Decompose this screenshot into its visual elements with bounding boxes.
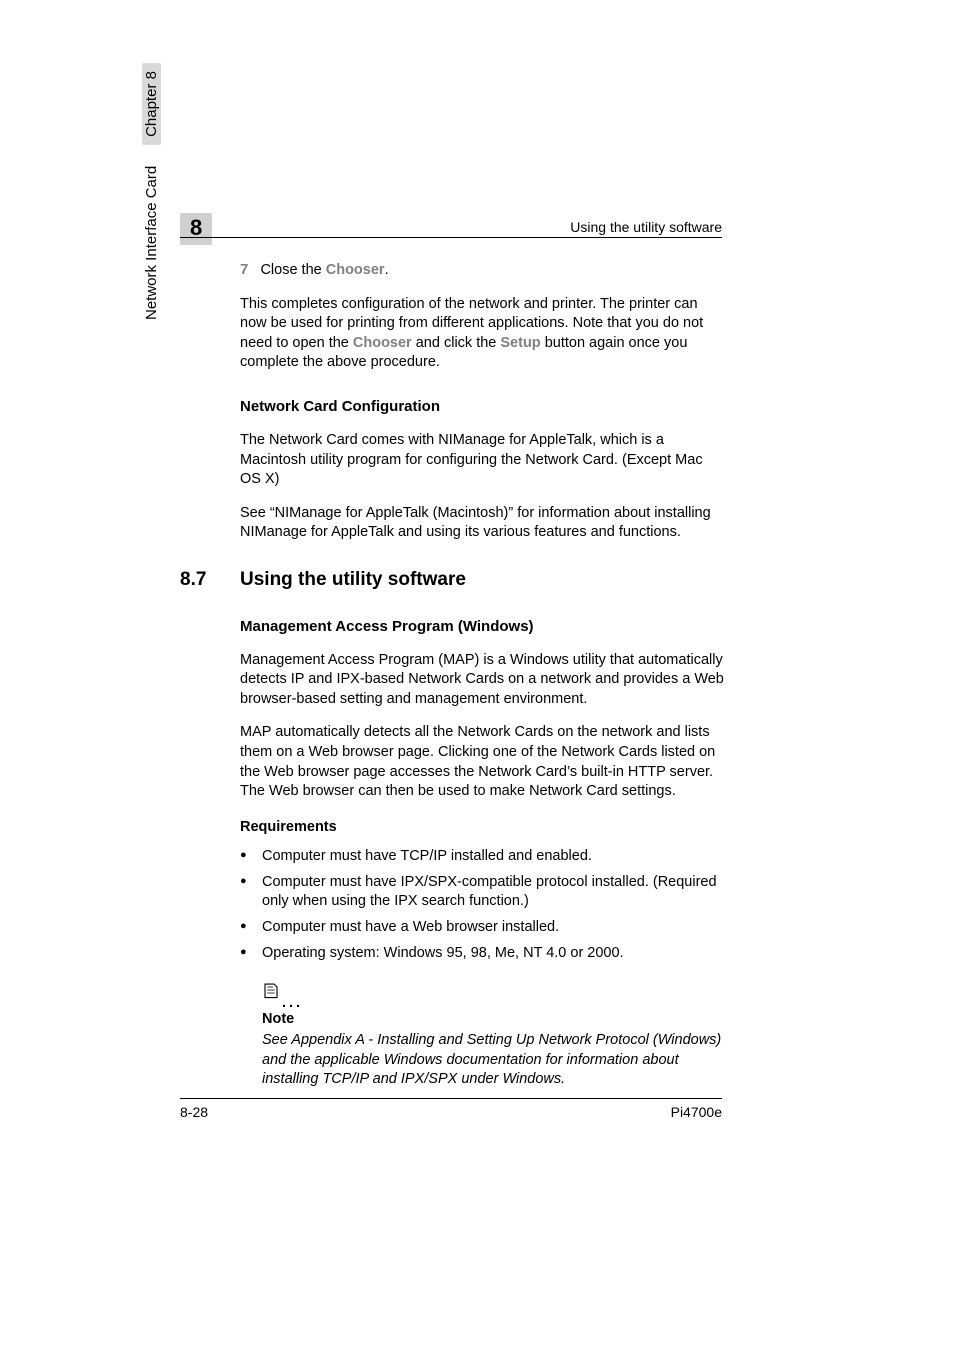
sidebar-chapter-label: Chapter 8	[142, 63, 161, 145]
list-item: Operating system: Windows 95, 98, Me, NT…	[240, 944, 725, 964]
heading-map-windows: Management Access Program (Windows)	[240, 617, 725, 637]
nic-p2: See “NIManage for AppleTalk (Macintosh)”…	[240, 504, 725, 543]
page: 8 Using the utility software Network Int…	[0, 0, 954, 1351]
step-number: 7	[240, 261, 248, 278]
footer-model: Pi4700e	[671, 1104, 722, 1120]
step-7: 7 Close the Chooser.	[240, 260, 725, 281]
sidebar-vertical: Network Interface Card Chapter 8	[143, 63, 160, 320]
list-item: Computer must have TCP/IP installed and …	[240, 847, 725, 867]
nic-p1: The Network Card comes with NIManage for…	[240, 431, 725, 490]
sidebar-book-part: Network Interface Card	[143, 166, 160, 320]
footer-rule	[180, 1098, 722, 1099]
chapter-badge: 8	[180, 213, 212, 245]
footer-page-number: 8-28	[180, 1104, 208, 1120]
map-p2: MAP automatically detects all the Networ…	[240, 723, 725, 801]
step-text-post: .	[385, 262, 389, 278]
content-column: 7 Close the Chooser. This completes conf…	[240, 260, 725, 1090]
note-icon	[262, 981, 280, 1006]
note-dots: ...	[282, 994, 303, 1014]
note-text: See Appendix A - Installing and Setting …	[262, 1031, 725, 1090]
running-header: Using the utility software	[570, 219, 722, 235]
section-title: Using the utility software	[240, 569, 466, 590]
note-block: ... Note See Appendix A - Installing and…	[240, 981, 725, 1090]
setup-link: Setup	[500, 335, 540, 351]
chooser-link: Chooser	[326, 262, 385, 278]
config-mid: and click the	[412, 335, 501, 351]
list-item: Computer must have a Web browser install…	[240, 918, 725, 938]
step-text-pre: Close the	[260, 262, 325, 278]
requirements-list: Computer must have TCP/IP installed and …	[240, 847, 725, 963]
note-label: Note	[262, 1010, 725, 1030]
list-item: Computer must have IPX/SPX-compatible pr…	[240, 873, 725, 912]
section-8-7: 8.7 Using the utility software	[240, 567, 725, 593]
header-rule	[180, 237, 722, 238]
heading-network-card-config: Network Card Configuration	[240, 397, 725, 417]
config-paragraph: This completes configuration of the netw…	[240, 295, 725, 373]
section-number: 8.7	[180, 567, 206, 593]
requirements-heading: Requirements	[240, 818, 725, 838]
chooser-link-2: Chooser	[353, 335, 412, 351]
map-p1: Management Access Program (MAP) is a Win…	[240, 651, 725, 710]
